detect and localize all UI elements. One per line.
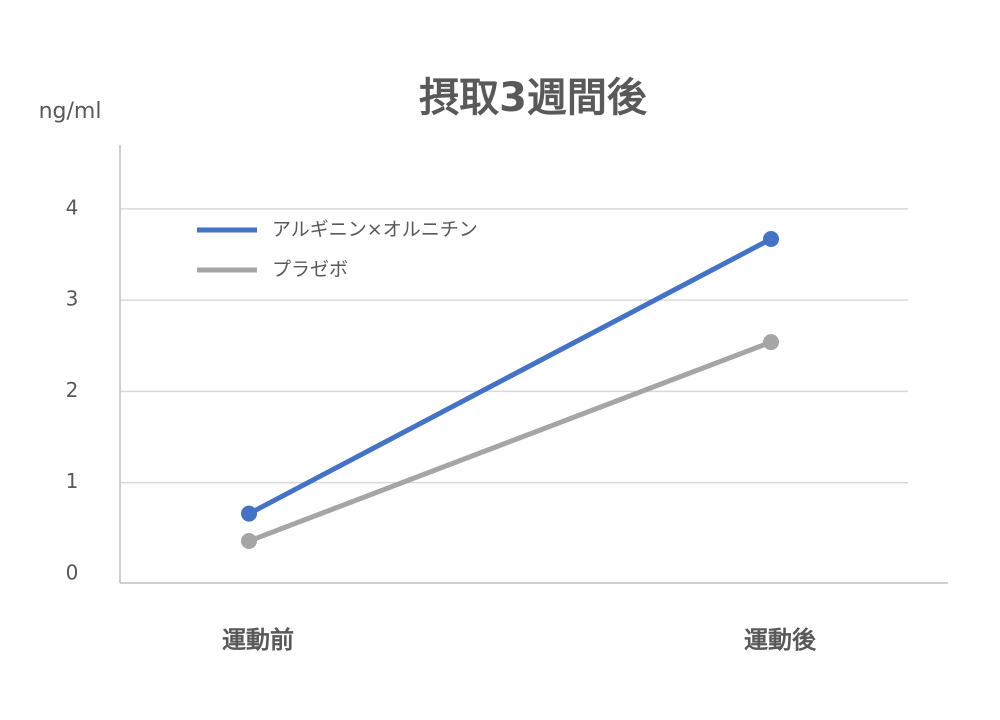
y-axis-label: ng/ml bbox=[39, 99, 102, 124]
chart-title: 摂取3週間後 bbox=[419, 75, 648, 121]
x-tick-label: 運動後 bbox=[744, 626, 817, 654]
y-tick-label: 1 bbox=[66, 469, 79, 493]
y-tick-label: 4 bbox=[66, 195, 79, 219]
y-tick-label: 3 bbox=[66, 287, 79, 311]
series-line bbox=[247, 236, 773, 516]
y-tick-label: 2 bbox=[66, 378, 79, 402]
data-point bbox=[763, 334, 779, 351]
data-point bbox=[241, 533, 257, 550]
series-line bbox=[248, 339, 772, 544]
legend-label: プラゼボ bbox=[272, 259, 348, 281]
data-point bbox=[763, 230, 779, 247]
legend-label: アルギニン×オルニチン bbox=[272, 219, 478, 241]
data-point bbox=[241, 505, 257, 522]
y-tick-label: 0 bbox=[66, 560, 79, 584]
x-tick-label: 運動前 bbox=[222, 626, 294, 654]
